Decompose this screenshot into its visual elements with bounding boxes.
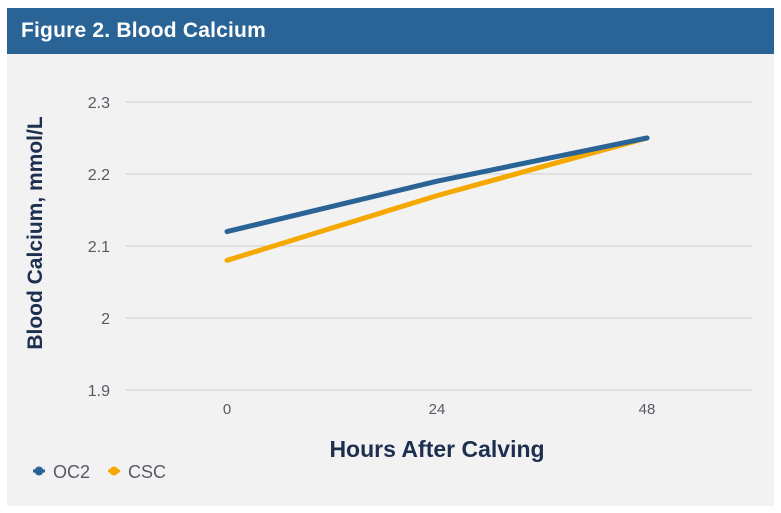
legend-marker-oc2 xyxy=(34,466,44,476)
y-tick-label: 2.3 xyxy=(88,95,110,112)
figure-panel: Figure 2. Blood Calcium xyxy=(7,8,774,506)
series-line-oc2 xyxy=(224,135,650,235)
x-axis-title: Hours After Calving xyxy=(329,436,544,462)
y-tick-label: 2.2 xyxy=(88,167,110,184)
legend-label-oc2: OC2 xyxy=(53,462,90,482)
figure-title: Figure 2. Blood Calcium xyxy=(21,19,266,42)
y-tick-label: 2 xyxy=(101,311,110,328)
x-tick-label: 24 xyxy=(429,401,446,418)
series-line-csc xyxy=(224,135,650,263)
y-axis-title: Blood Calcium, mmol/L xyxy=(24,116,47,350)
x-tick-label: 48 xyxy=(639,401,656,418)
legend-marker-csc xyxy=(109,466,119,476)
x-tick-label: 0 xyxy=(223,401,231,418)
legend-label-csc: CSC xyxy=(128,462,166,482)
y-tick-label: 1.9 xyxy=(88,383,110,400)
figure-header: Figure 2. Blood Calcium xyxy=(7,8,774,54)
y-tick-label: 2.1 xyxy=(88,239,110,256)
